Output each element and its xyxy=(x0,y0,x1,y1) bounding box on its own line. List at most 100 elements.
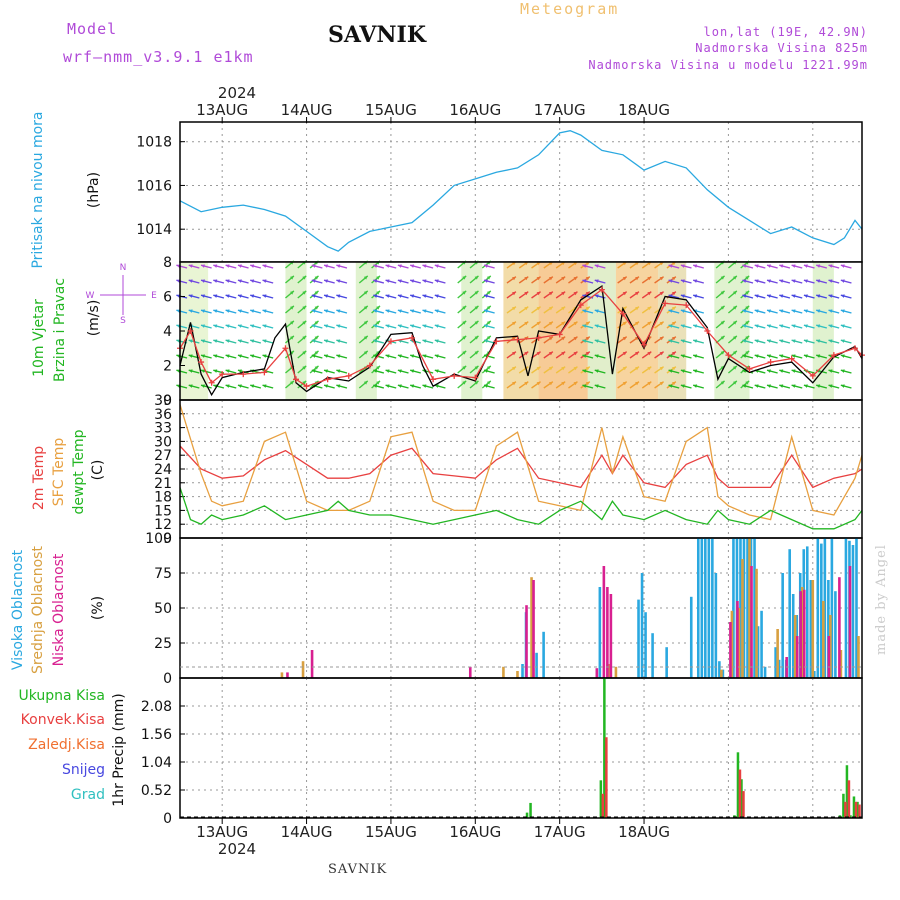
wind-arrow-head xyxy=(410,369,415,373)
wind-arrow-head xyxy=(742,354,747,358)
bar-visoka-oblacnost xyxy=(732,538,735,678)
cloud-unit: (%) xyxy=(90,596,106,620)
wind-arrow-head xyxy=(376,365,381,370)
bar-srednja-oblacnost xyxy=(720,669,723,678)
y-tick-label: 27 xyxy=(154,448,172,464)
wind-arrow-head xyxy=(237,279,242,283)
wind-arrow-head xyxy=(336,369,341,373)
wind-arrow-head xyxy=(373,309,378,313)
wind-arrow-head xyxy=(201,324,205,328)
gust-marker xyxy=(187,328,194,334)
bar-niska-oblacnost xyxy=(848,566,852,678)
wind-arrow-head xyxy=(742,279,747,283)
pressure-panel: 1014 1016 1018 xyxy=(136,121,863,263)
wind-arrow-head xyxy=(237,294,242,298)
date-label-top: 18AUG xyxy=(618,101,670,119)
wind-arrow-head xyxy=(486,335,491,340)
wind-arrow-head xyxy=(385,384,390,388)
bar-srednja-oblacnost xyxy=(822,601,825,678)
wind-arrow-head xyxy=(311,354,316,358)
y-tick-label: 8 xyxy=(163,255,172,271)
wind-arrow-head xyxy=(422,339,427,343)
bar-srednja-oblacnost xyxy=(748,538,751,678)
precip-name-convective: Konvek.Kisa xyxy=(21,712,105,728)
bar-niska-oblacnost xyxy=(736,601,739,678)
wind-arrow-head xyxy=(622,381,627,386)
wind-arrow-head xyxy=(791,339,796,343)
y-tick-label: 1016 xyxy=(136,178,172,194)
wind-arrow-head xyxy=(422,264,427,268)
wind-arrow-head xyxy=(188,339,193,343)
wind-arrow-head xyxy=(680,324,685,328)
wind-arrow-head xyxy=(225,324,230,328)
wind-arrow-head xyxy=(474,350,479,355)
wind-arrow-head xyxy=(324,309,328,313)
wind-arrow-head xyxy=(693,354,698,358)
wind-arrow-head xyxy=(594,339,599,343)
wind-arrow-head xyxy=(791,384,796,388)
bar-visoka-oblacnost xyxy=(774,647,777,678)
y-tick-label: 0 xyxy=(163,811,172,827)
wind-arrow-head xyxy=(671,381,676,386)
gust-marker xyxy=(261,369,268,376)
wind-arrow-head xyxy=(302,350,307,355)
wind-arrow-head xyxy=(585,291,590,296)
wind-arrow-head xyxy=(745,335,750,340)
wind-arrow-head xyxy=(548,336,553,341)
bar-visoka-oblacnost xyxy=(816,538,820,678)
wind-arrow-head xyxy=(720,335,725,340)
wind-arrow-head xyxy=(237,354,242,358)
wind-arrow-head xyxy=(397,384,402,388)
wind-arrow-head xyxy=(262,264,267,268)
bar-konvek-kisa xyxy=(605,737,608,818)
wind-arrow-head xyxy=(324,339,328,343)
wind-arrow-head xyxy=(720,305,725,310)
gust-marker xyxy=(409,334,416,341)
precip-name-total: Ukupna Kisa xyxy=(18,688,105,704)
wind-arrow-head xyxy=(434,339,439,343)
wind-arrow-head xyxy=(680,279,685,283)
wind-arrow-head xyxy=(732,305,737,310)
gust-marker xyxy=(345,372,352,379)
bar-srednja-oblacnost xyxy=(502,666,505,678)
wind-arrow-head xyxy=(302,365,307,370)
wind-arrow-head xyxy=(213,279,218,283)
wind-name-1: 10m Vjetar xyxy=(31,299,47,377)
wind-arrow-head xyxy=(561,321,566,326)
wind-arrow-head xyxy=(791,324,796,328)
wind-arrow-head xyxy=(582,324,587,328)
wind-arrow-head xyxy=(840,339,845,343)
wind-arrow-head xyxy=(561,351,566,356)
wind-arrow-head xyxy=(659,336,664,341)
wind-arrow-head xyxy=(250,339,255,343)
wind-arrow-head xyxy=(462,305,467,310)
wind-arrow-head xyxy=(511,321,516,326)
wind-arrow-head xyxy=(474,320,479,325)
wind-arrow-head xyxy=(548,306,553,311)
wind-arrow-head xyxy=(720,320,725,325)
wind-arrow-head xyxy=(767,294,771,298)
wind-arrow-head xyxy=(594,279,599,283)
wind-arrow-head xyxy=(635,306,639,311)
wind-arrow-head xyxy=(422,384,427,388)
wind-panel: 0 2 4 6 8 xyxy=(163,255,865,409)
cloud-labels: Visoka Oblacnost Srednja Oblacnost Niska… xyxy=(10,546,106,674)
wind-arrow-head xyxy=(668,309,673,313)
wind-arrow-head xyxy=(524,321,529,326)
wind-arrow-head xyxy=(237,309,242,313)
wind-arrow-head xyxy=(324,384,328,388)
wind-arrow-head xyxy=(742,339,747,343)
bar-ukupna-kisa xyxy=(525,812,529,818)
bar-ukupna-kisa xyxy=(599,780,603,818)
wind-arrow-head xyxy=(376,290,381,295)
wind-arrow-head xyxy=(434,309,439,313)
wind-arrow-head xyxy=(410,384,415,388)
wind-arrow-head xyxy=(201,354,205,358)
precip-unit: 1hr Precip (mm) xyxy=(111,693,127,806)
wind-arrow-head xyxy=(754,324,759,328)
wind-arrow-head xyxy=(720,350,725,355)
wind-arrow-head xyxy=(289,380,294,385)
wind-arrow-head xyxy=(573,381,578,386)
wind-arrow-head xyxy=(262,309,267,313)
pressure-labels: Pritisak na nivou mora (hPa) xyxy=(30,111,102,268)
